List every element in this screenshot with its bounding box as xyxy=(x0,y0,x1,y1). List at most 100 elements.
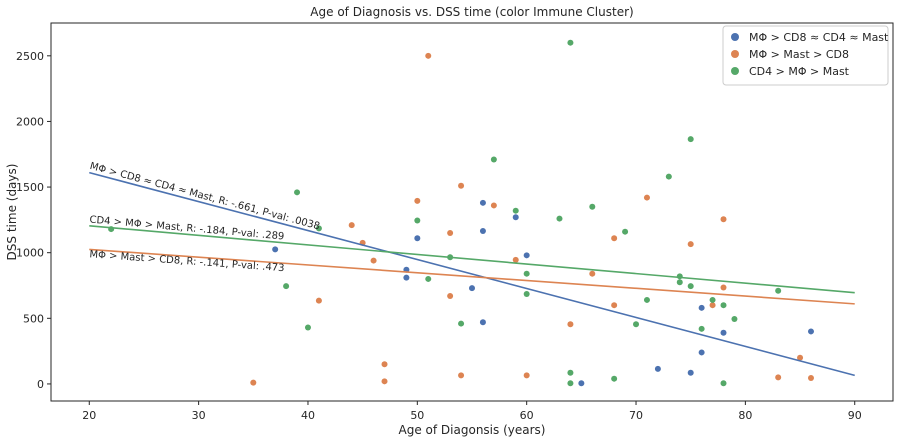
data-point xyxy=(250,379,257,386)
data-point xyxy=(676,279,683,286)
data-point xyxy=(589,203,596,210)
data-point xyxy=(381,361,388,368)
data-point xyxy=(348,222,355,229)
data-point xyxy=(633,321,640,328)
legend-box xyxy=(722,25,889,86)
data-point xyxy=(304,324,311,331)
x-tick-label: 20 xyxy=(82,409,96,422)
data-point xyxy=(414,217,421,224)
data-point xyxy=(294,189,301,196)
data-point xyxy=(775,287,782,294)
data-point xyxy=(578,380,585,387)
data-point xyxy=(458,372,465,379)
data-point xyxy=(720,329,727,336)
trend-line xyxy=(89,224,855,294)
data-point xyxy=(611,302,618,309)
data-point xyxy=(698,304,705,311)
data-point xyxy=(687,136,694,143)
plot-frame xyxy=(50,22,894,402)
data-point xyxy=(458,182,465,189)
data-point xyxy=(315,297,322,304)
x-tick-label: 50 xyxy=(410,409,424,422)
trend-line xyxy=(89,171,855,377)
data-point xyxy=(807,375,814,382)
data-point xyxy=(698,325,705,332)
data-point xyxy=(403,274,410,281)
data-point xyxy=(687,283,694,290)
data-point xyxy=(797,354,804,361)
data-point xyxy=(567,380,574,387)
data-point xyxy=(479,199,486,206)
data-point xyxy=(775,374,782,381)
y-tick-label: 0 xyxy=(37,378,44,391)
data-point xyxy=(523,291,530,298)
data-point xyxy=(479,319,486,326)
data-point xyxy=(643,194,650,201)
data-point xyxy=(458,320,465,327)
legend-marker xyxy=(731,33,739,41)
data-point xyxy=(479,228,486,235)
data-point xyxy=(643,296,650,303)
data-point xyxy=(414,235,421,242)
data-point xyxy=(425,275,432,282)
data-point xyxy=(731,315,738,322)
data-point xyxy=(523,270,530,277)
data-point xyxy=(687,369,694,376)
data-point xyxy=(709,296,716,303)
legend: MΦ > CD8 ≈ CD4 ≈ Mast MΦ > Mast > CD8 CD4 … xyxy=(722,25,889,86)
data-point xyxy=(589,270,596,277)
data-point xyxy=(687,241,694,248)
y-tick-label: 2500 xyxy=(16,50,44,63)
plot-layer: MΦ > CD8 ≈ CD4 ≈ Mast, R: -.661, P-val: … xyxy=(89,39,855,387)
data-point xyxy=(567,321,574,328)
data-point xyxy=(665,173,672,180)
data-point xyxy=(523,252,530,259)
data-point xyxy=(490,202,497,209)
y-tick-label: 2000 xyxy=(16,115,44,128)
chart-title: Age of Diagnosis vs. DSS time (color Imm… xyxy=(310,5,633,19)
data-point xyxy=(315,225,322,232)
y-tick-label: 500 xyxy=(23,312,44,325)
data-point xyxy=(272,246,279,253)
data-point xyxy=(512,207,519,214)
data-point xyxy=(807,328,814,335)
data-point xyxy=(370,257,377,264)
x-tick-label: 60 xyxy=(520,409,534,422)
data-point xyxy=(512,214,519,221)
data-point xyxy=(611,235,618,242)
data-point xyxy=(447,230,454,236)
y-axis-title: DSS time (days) xyxy=(5,164,19,261)
y-tick-label: 1000 xyxy=(16,247,44,260)
trend-line xyxy=(89,248,855,305)
data-point xyxy=(709,302,716,309)
data-point xyxy=(720,284,727,291)
data-point xyxy=(567,39,574,46)
data-point xyxy=(567,369,574,376)
data-point xyxy=(611,375,618,382)
x-tick-label: 40 xyxy=(301,409,315,422)
legend-marker xyxy=(731,50,739,58)
legend-label: MΦ > CD8 ≈ CD4 ≈ Mast xyxy=(749,31,889,44)
data-point xyxy=(720,302,727,309)
data-point xyxy=(654,365,661,372)
data-point xyxy=(447,293,454,299)
data-point xyxy=(720,216,727,223)
data-point xyxy=(414,197,421,204)
data-point xyxy=(556,215,563,222)
data-point xyxy=(523,372,530,379)
legend-marker xyxy=(731,67,739,75)
x-tick-label: 70 xyxy=(629,409,643,422)
data-point xyxy=(381,378,388,385)
legend-label: MΦ > Mast > CD8 xyxy=(749,48,849,61)
data-point xyxy=(720,380,727,387)
data-point xyxy=(512,256,519,263)
data-point xyxy=(698,349,705,356)
trend-annotation: MΦ > Mast > CD8, R: -.141, P-val: .473 xyxy=(89,249,285,274)
x-tick-label: 80 xyxy=(738,409,752,422)
data-point xyxy=(425,52,432,59)
x-tick-label: 90 xyxy=(848,409,862,422)
legend-label: CD4 > MΦ > Mast xyxy=(749,65,850,78)
x-tick-label: 30 xyxy=(192,409,206,422)
